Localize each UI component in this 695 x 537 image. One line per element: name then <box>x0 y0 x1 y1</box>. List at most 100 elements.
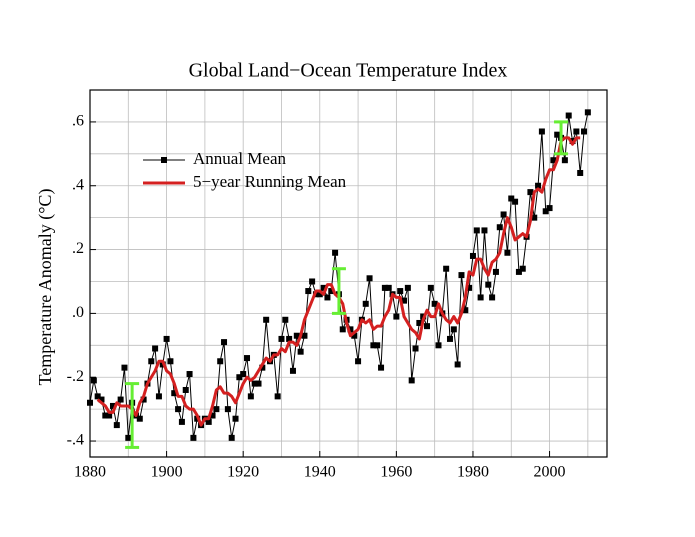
data-point <box>140 396 147 403</box>
data-point <box>106 412 113 419</box>
data-point <box>538 128 545 135</box>
data-point <box>508 195 515 202</box>
data-point <box>232 415 239 422</box>
data-point <box>500 211 507 218</box>
data-point <box>178 418 185 425</box>
data-point <box>121 364 128 371</box>
data-point <box>167 358 174 365</box>
y-axis-label: Temperature Anomaly (°C) <box>35 189 56 386</box>
data-point <box>554 131 561 138</box>
data-point <box>481 227 488 234</box>
data-point <box>381 284 388 291</box>
y-tick-label: .0 <box>72 304 84 321</box>
data-point <box>535 182 542 189</box>
data-point <box>477 294 484 301</box>
data-point <box>454 361 461 368</box>
data-point <box>213 406 220 413</box>
data-point <box>152 345 159 352</box>
data-point <box>489 294 496 301</box>
legend-label: Annual Mean <box>193 149 287 168</box>
data-point <box>374 342 381 349</box>
y-tick-label: .6 <box>72 113 84 130</box>
data-point <box>228 434 235 441</box>
data-point <box>416 319 423 326</box>
data-point <box>224 406 231 413</box>
data-point <box>263 316 270 323</box>
data-point <box>401 297 408 304</box>
data-point <box>397 288 404 295</box>
x-tick-label: 1880 <box>74 464 106 481</box>
x-tick-label: 1920 <box>227 464 259 481</box>
error-bar <box>554 120 569 156</box>
data-point <box>584 109 591 116</box>
y-tick-label: -.4 <box>67 432 84 449</box>
data-point <box>339 326 346 333</box>
data-point <box>519 265 526 272</box>
data-point <box>527 189 534 196</box>
data-point <box>366 275 373 282</box>
data-point <box>117 396 124 403</box>
data-point <box>435 342 442 349</box>
data-point <box>328 288 335 295</box>
data-point <box>515 268 522 275</box>
data-point <box>473 227 480 234</box>
data-point <box>148 358 155 365</box>
data-point <box>408 377 415 384</box>
data-point <box>412 345 419 352</box>
data-point <box>251 380 258 387</box>
data-point <box>431 300 438 307</box>
data-point <box>362 300 369 307</box>
error-bar <box>125 382 140 449</box>
data-point <box>289 367 296 374</box>
data-point <box>209 412 216 419</box>
data-point <box>274 393 281 400</box>
data-point <box>155 393 162 400</box>
data-point <box>244 355 251 362</box>
data-point <box>175 406 182 413</box>
data-point <box>427 284 434 291</box>
data-point <box>320 284 327 291</box>
data-point <box>255 380 262 387</box>
data-point <box>297 348 304 355</box>
data-point <box>531 214 538 221</box>
data-point <box>163 335 170 342</box>
data-point <box>293 332 300 339</box>
data-point <box>171 390 178 397</box>
data-point <box>190 434 197 441</box>
data-point <box>512 198 519 205</box>
data-point <box>247 393 254 400</box>
data-point <box>577 169 584 176</box>
data-point <box>569 138 576 145</box>
data-point <box>581 128 588 135</box>
chart-title: Global Land−Ocean Temperature Index <box>189 60 508 82</box>
data-point <box>301 332 308 339</box>
data-point <box>561 157 568 164</box>
data-point <box>424 323 431 330</box>
x-tick-label: 1900 <box>151 464 183 481</box>
data-point <box>217 358 224 365</box>
data-point <box>485 281 492 288</box>
data-point <box>94 393 101 400</box>
plot-area <box>87 109 591 449</box>
data-point <box>546 205 553 212</box>
data-point <box>205 418 212 425</box>
data-point <box>450 326 457 333</box>
data-point <box>504 249 511 256</box>
data-point <box>462 307 469 314</box>
x-tick-label: 1980 <box>457 464 489 481</box>
data-point <box>496 224 503 231</box>
data-point <box>102 412 109 419</box>
data-point <box>573 128 580 135</box>
data-point <box>259 364 266 371</box>
data-point <box>458 272 465 279</box>
data-point <box>550 157 557 164</box>
data-point <box>182 386 189 393</box>
data-point <box>309 278 316 285</box>
data-point <box>347 326 354 333</box>
data-point <box>393 313 400 320</box>
plot-frame <box>89 89 608 458</box>
y-tick-label: .4 <box>72 176 84 193</box>
data-point <box>466 284 473 291</box>
data-point <box>136 415 143 422</box>
data-point <box>492 268 499 275</box>
